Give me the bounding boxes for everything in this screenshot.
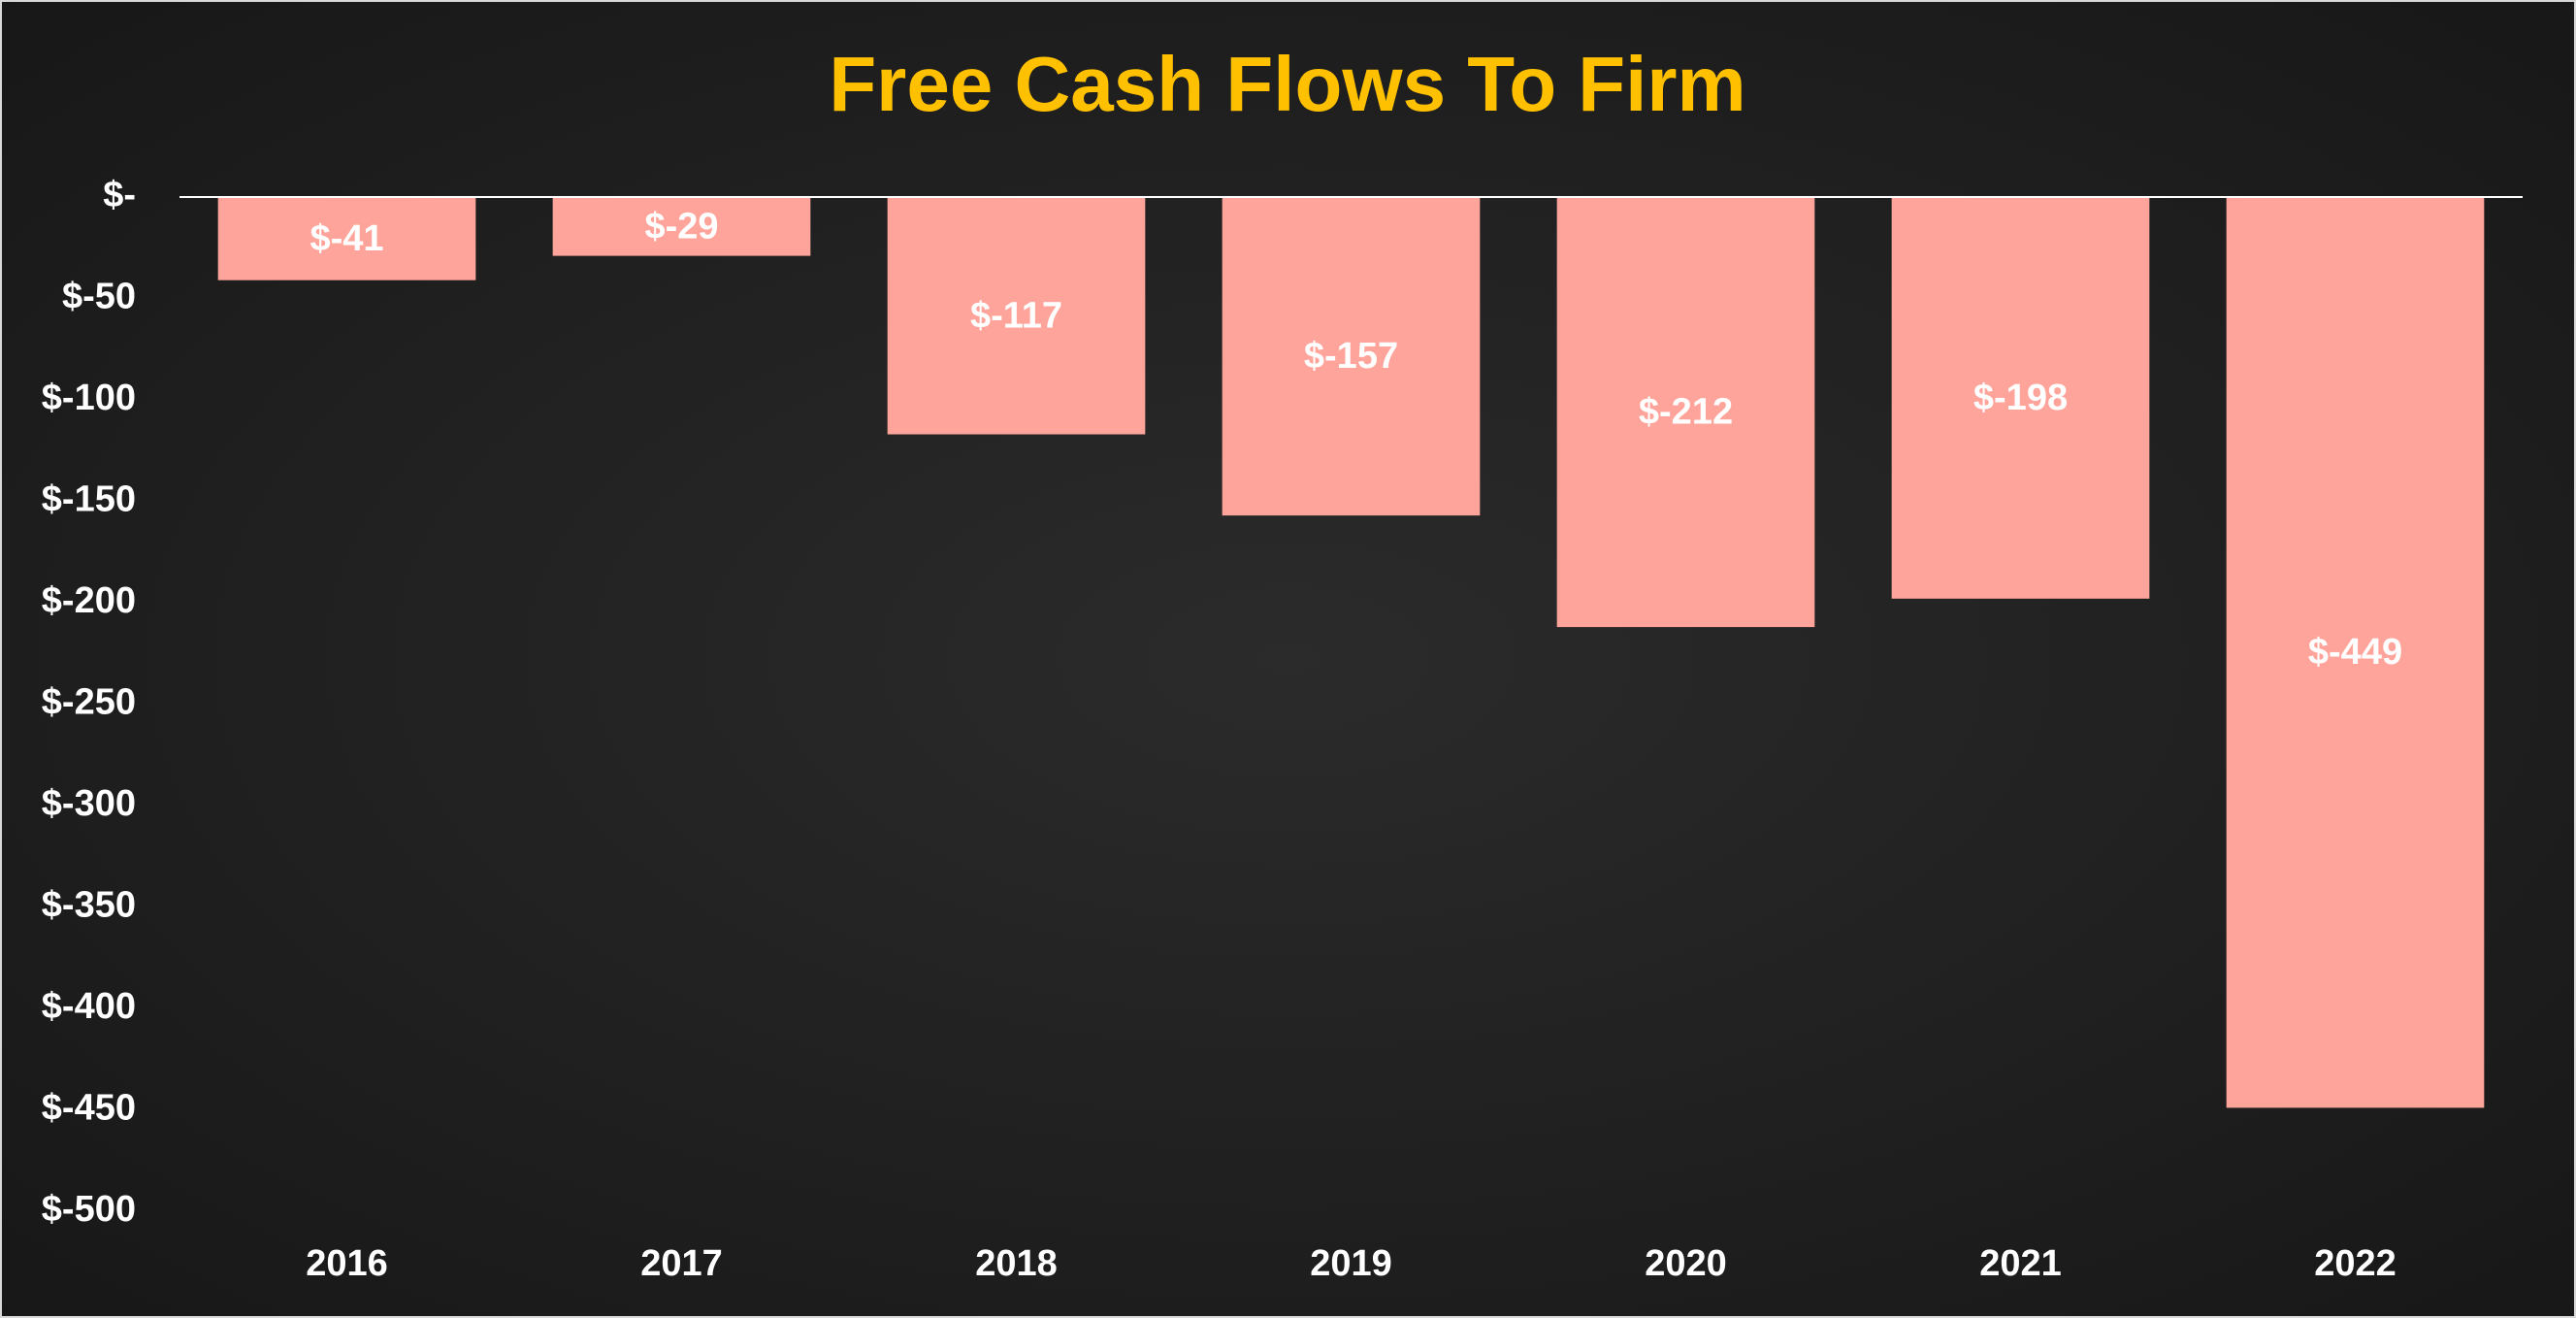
data-label: $-212 [1639,392,1733,433]
x-tick-label: 2019 [1310,1243,1392,1284]
y-tick-label: $-400 [42,986,136,1027]
y-tick-label: $-500 [42,1189,136,1230]
data-label: $-117 [970,295,1062,336]
y-tick-label: $-300 [42,783,136,824]
y-tick-label: $-100 [42,378,136,418]
y-tick-label: $-450 [42,1088,136,1129]
bar [1556,197,1815,628]
x-tick-label: 2016 [306,1243,388,1284]
y-tick-label: $-150 [42,479,136,520]
x-tick-label: 2020 [1645,1243,1727,1284]
y-tick-label: $-350 [42,885,136,926]
data-label: $-449 [2308,632,2402,673]
chart-title: Free Cash Flows To Firm [829,41,1745,127]
bar [2226,197,2485,1108]
data-label: $-157 [1304,336,1398,377]
bar [1222,197,1481,516]
bar [1891,197,2150,599]
bar [552,197,811,256]
y-tick-label: $-50 [62,277,136,317]
x-tick-label: 2021 [1979,1243,2062,1284]
y-tick-label: $-250 [42,682,136,723]
x-tick-label: 2017 [640,1243,723,1284]
x-tick-label: 2022 [2314,1243,2397,1284]
data-label: $-41 [310,218,383,259]
y-tick-label: $-200 [42,580,136,621]
bar [887,197,1146,435]
y-tick-label: $- [103,175,136,215]
bar [217,197,476,280]
x-tick-label: 2018 [975,1243,1058,1284]
data-label: $-29 [644,206,718,247]
data-label: $-198 [1973,378,2068,418]
